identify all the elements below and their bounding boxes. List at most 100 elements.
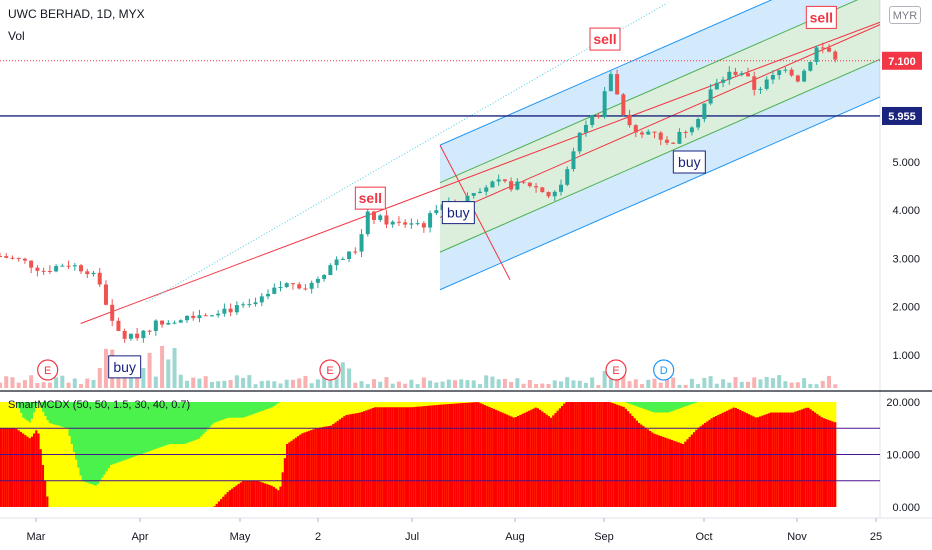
indicator-red-bar <box>292 439 296 507</box>
candle <box>396 221 401 223</box>
indicator-red-bar <box>508 415 511 507</box>
indicator-red-bar <box>440 404 443 507</box>
indicator-yellow-bar <box>178 444 181 507</box>
candle <box>664 139 669 143</box>
indicator-red-bar <box>257 481 260 507</box>
indicator-red-bar <box>820 417 824 507</box>
indicator-yellow-bar <box>173 444 177 507</box>
indicator-red-bar <box>41 465 45 507</box>
indicator-yellow-bar <box>204 431 208 507</box>
candle <box>91 272 96 275</box>
indicator-red-bar <box>400 407 403 507</box>
volume-bar <box>727 382 732 388</box>
indicator-red-bar <box>693 432 696 507</box>
indicator-red-bar <box>429 405 432 507</box>
indicator-yellow-bar <box>55 425 58 507</box>
volume-bar <box>290 379 295 388</box>
indicator-red-bar <box>28 438 32 507</box>
candle <box>178 320 183 323</box>
y-tick-label: 3.000 <box>892 253 920 265</box>
indicator-red-bar <box>30 436 34 507</box>
indicator-red-bar <box>662 436 665 507</box>
indicator-yellow-bar <box>156 448 159 507</box>
indicator-red-bar <box>270 485 274 507</box>
indicator-yellow-bar <box>112 464 115 507</box>
candle <box>627 114 632 126</box>
indicator-yellow-bar <box>189 441 192 507</box>
candle <box>521 181 526 183</box>
indicator-red-bar <box>415 406 419 507</box>
volume-bar <box>347 368 352 388</box>
indicator-red-bar <box>818 415 821 507</box>
indicator-red-bar <box>301 433 304 507</box>
candle <box>0 255 2 257</box>
currency-badge[interactable]: MYR <box>889 6 921 24</box>
indicator-red-bar <box>785 412 788 507</box>
volume-bar <box>739 381 744 388</box>
volume-bar <box>608 371 613 388</box>
x-tick-label: Sep <box>594 531 614 543</box>
indicator-red-bar <box>266 484 269 507</box>
indicator-red-bar <box>486 406 489 507</box>
indicator-yellow-bar <box>198 438 201 507</box>
volume-bar <box>309 383 314 388</box>
indicator-red-bar <box>389 407 392 507</box>
sell-label: sell <box>589 27 621 51</box>
candle <box>135 333 140 339</box>
y-tick-label: 4.000 <box>892 205 920 217</box>
indicator-yellow-bar <box>66 428 69 507</box>
indicator-y-tick-label: 0.000 <box>892 502 920 514</box>
volume-legend[interactable]: Vol <box>8 29 25 43</box>
volume-bar <box>247 375 252 388</box>
candle <box>10 257 15 259</box>
candle <box>216 313 221 316</box>
candle <box>54 266 59 272</box>
volume-bar <box>103 348 108 388</box>
volume-bar <box>827 375 832 388</box>
candle <box>770 74 775 80</box>
indicator-red-bar <box>712 417 716 507</box>
indicator-yellow-bar <box>127 458 131 507</box>
indicator-yellow-bar <box>160 446 164 507</box>
candle <box>689 127 694 133</box>
indicator-red-bar <box>759 416 762 507</box>
indicator-red-bar <box>46 496 49 507</box>
indicator-yellow-bar <box>266 409 269 507</box>
volume-bar <box>808 384 813 388</box>
volume-bar <box>689 378 694 388</box>
indicator-yellow-bar <box>46 420 49 507</box>
indicator-red-bar <box>451 403 454 507</box>
candle <box>272 287 277 294</box>
candle <box>708 89 713 104</box>
indicator-title[interactable]: SmartMCDX (50, 50, 1.5, 30, 40, 0.7) <box>8 399 191 411</box>
symbol-title[interactable]: UWC BERHAD, 1D, MYX <box>8 7 145 21</box>
indicator-red-bar <box>235 485 238 507</box>
sell-label: sell <box>805 5 837 29</box>
indicator-red-bar <box>616 404 619 507</box>
indicator-red-bar <box>655 434 659 507</box>
indicator-red-bar <box>246 480 249 507</box>
indicator-red-bar <box>341 417 344 507</box>
indicator-yellow-bar <box>246 416 249 507</box>
candle <box>60 265 65 267</box>
indicator-red-bar <box>279 486 282 507</box>
volume-bar <box>496 379 501 388</box>
volume-bar <box>166 359 171 388</box>
buy-label: buy <box>441 201 475 225</box>
volume-bar <box>415 384 420 388</box>
volume-bar <box>222 380 227 388</box>
indicator-yellow-bar <box>79 475 82 507</box>
indicator-red-bar <box>226 492 230 507</box>
indicator-yellow-bar <box>257 412 260 507</box>
indicator-red-bar <box>11 428 14 507</box>
indicator-yellow-bar <box>242 417 245 507</box>
volume-bar <box>428 380 433 388</box>
volume-bar <box>365 384 370 388</box>
volume-bar <box>459 379 464 388</box>
indicator-red-bar <box>633 418 637 507</box>
indicator-red-bar <box>435 405 439 507</box>
indicator-yellow-bar <box>224 418 227 507</box>
indicator-red-bar <box>497 410 500 507</box>
indicator-red-bar <box>360 411 364 507</box>
